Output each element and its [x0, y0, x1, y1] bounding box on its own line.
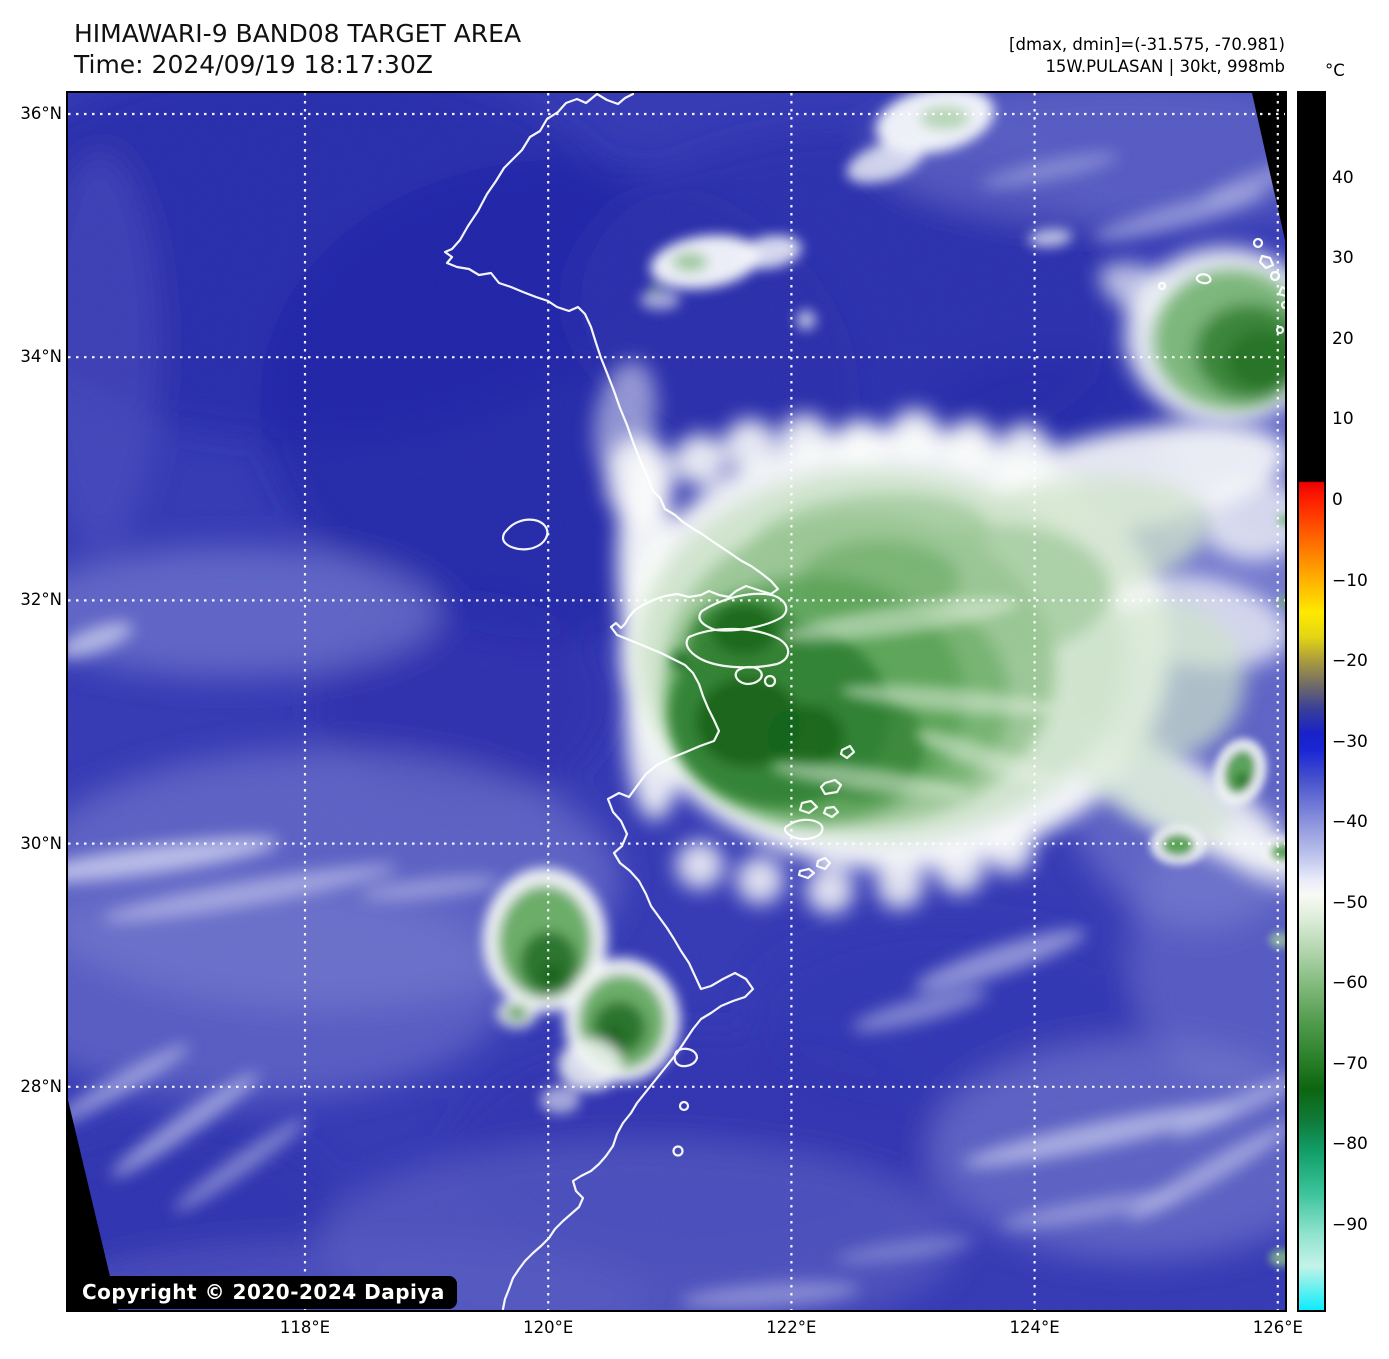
coastline [443, 93, 1285, 1310]
data-void-wedges [68, 93, 1285, 1310]
x-axis-tick-label: 122°E [766, 1318, 817, 1337]
colorbar-tick-label: −70 [1332, 1053, 1368, 1074]
dmax-dmin-annotation: [dmax, dmin]=(-31.575, -70.981) [1009, 35, 1285, 54]
satellite-imagery [68, 93, 1285, 1310]
coastline-estuary-islands [698, 592, 788, 632]
copyright-badge: Copyright © 2020-2024 Dapiya [70, 1276, 457, 1309]
coastline-lake [501, 518, 549, 551]
colorbar-tick-label: −40 [1332, 812, 1368, 833]
colorbar-tick-label: 10 [1332, 409, 1354, 430]
colorbar-tick-label: −20 [1332, 651, 1368, 672]
data-void-wedge-northeast [1252, 93, 1285, 240]
x-axis-tick-label: 120°E [523, 1318, 574, 1337]
colorbar-tick-label: 30 [1332, 248, 1354, 269]
colorbar-tick-label: 0 [1332, 490, 1343, 510]
coastline-korean-islets [1157, 237, 1285, 335]
timestamp-line: Time: 2024/09/19 18:17:30Z [74, 50, 433, 79]
x-axis-tick-label: 118°E [279, 1318, 331, 1337]
page-title: HIMAWARI-9 BAND08 TARGET AREA [74, 19, 522, 48]
colorbar-tick-label: −50 [1332, 892, 1368, 913]
grain-texture [68, 93, 1285, 1310]
colorbar-tick-label: −30 [1332, 731, 1368, 752]
colorbar-tick-label: −80 [1332, 1134, 1368, 1155]
y-axis-tick-label: 28°N [20, 1076, 62, 1096]
coastline-small-islands [672, 744, 856, 1157]
x-axis-tick-label: 126°E [1252, 1318, 1303, 1337]
storm-info-annotation: 15W.PULASAN | 30kt, 998mb [1045, 57, 1285, 76]
coastline-mainland [443, 93, 780, 1310]
colorbar-unit-label: °C [1325, 61, 1345, 80]
colorbar-tick-label: 20 [1332, 328, 1354, 349]
colorbar-tick-label: −90 [1332, 1214, 1368, 1235]
data-void-wedge-southwest [68, 1100, 118, 1310]
colorbar-tick-label: −60 [1332, 973, 1368, 994]
y-axis-tick-label: 30°N [20, 833, 62, 853]
y-axis-tick-label: 34°N [20, 347, 62, 367]
y-axis-tick-label: 36°N [20, 104, 62, 123]
y-axis-tick-label: 32°N [20, 590, 62, 610]
colorbar [1297, 91, 1326, 1312]
colorbar-tick-label: 40 [1332, 167, 1354, 188]
gridlines [68, 93, 1285, 1310]
map-frame [66, 91, 1287, 1312]
colorbar-tick-label: −10 [1332, 570, 1368, 591]
x-axis-tick-label: 124°E [1009, 1318, 1060, 1337]
